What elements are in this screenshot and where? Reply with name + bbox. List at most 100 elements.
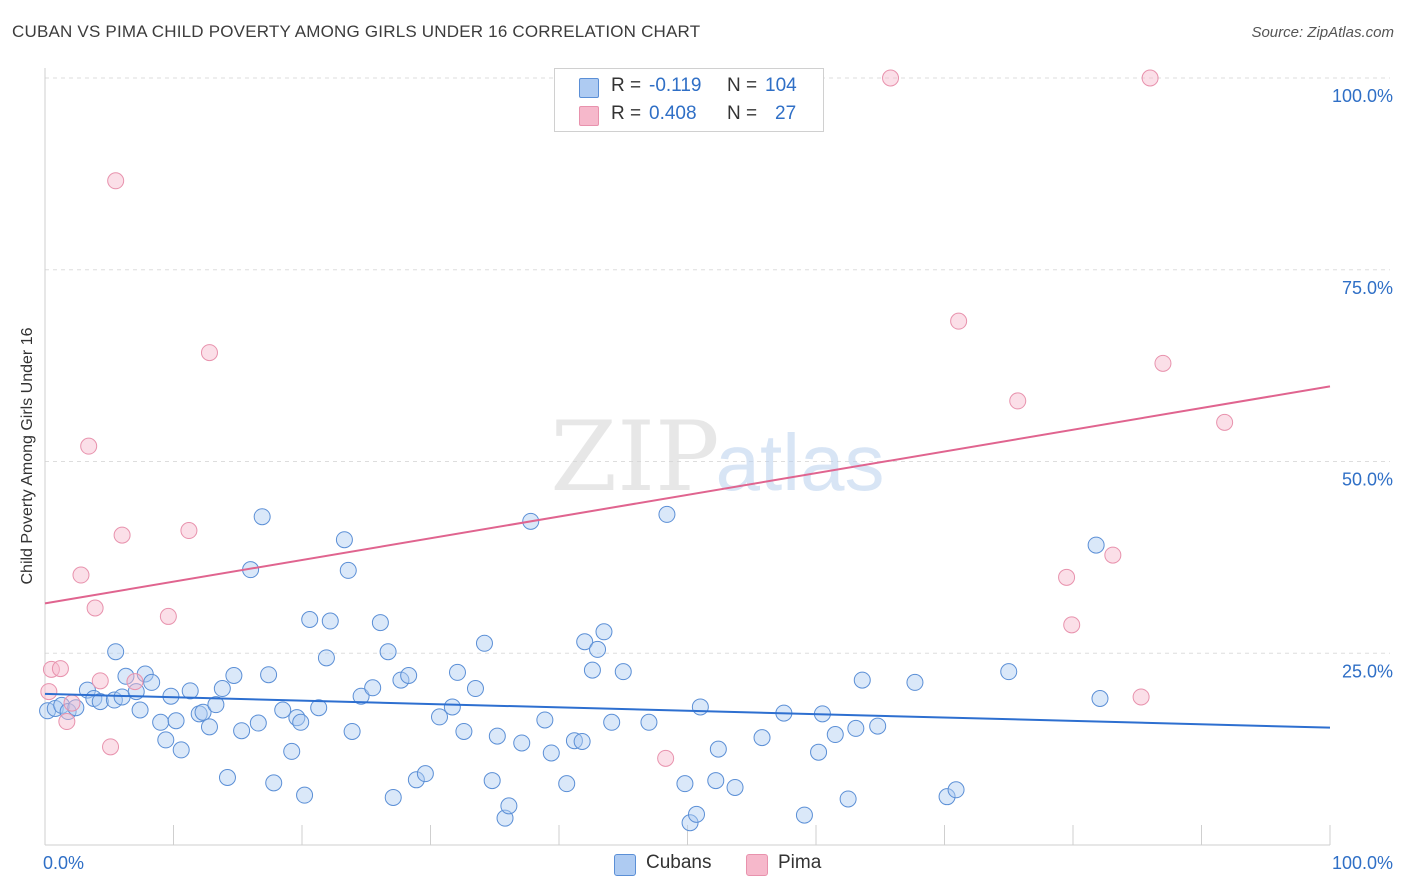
cubans-point [317,649,335,667]
pima-point [91,672,109,690]
pima-point [180,522,198,540]
cubans-point [589,640,607,658]
n-label: N = [727,75,758,96]
cubans-point [595,623,613,641]
cubans-point [131,701,149,719]
r-value: -0.119 [649,75,702,96]
cubans-point [117,667,135,685]
cubans-point [500,797,518,815]
y-tick-label: 75.0% [1342,278,1393,298]
pima-point [950,312,968,330]
cubans-point [400,666,418,684]
cubans-point [853,671,871,689]
cubans-point [225,666,243,684]
pima-point [72,566,90,584]
legend-pima-swatch [746,854,768,876]
pima-point [86,599,104,617]
cubans-point [213,680,231,698]
cubans-point [339,561,357,579]
watermark-zip: ZIP [550,401,719,513]
cubans-point [676,775,694,793]
pima-point [882,69,900,87]
cubans-point [726,778,744,796]
cubans-point [573,732,591,750]
cubans-point [343,722,361,740]
pima-point [1132,688,1150,706]
cubans-point [475,634,493,652]
pima-point [58,713,76,731]
cubans-swatch [579,78,599,98]
cubans-point [558,775,576,793]
cubans-point [1000,663,1018,681]
cubans-point [1087,536,1105,554]
cubans-point [583,661,601,679]
cubans-point [455,722,473,740]
cubans-point [1091,690,1109,708]
cubans-point [249,714,267,732]
cubans-point [335,531,353,549]
cubans-trend-line [44,692,1331,729]
y-tick-label: 50.0% [1342,470,1393,490]
cubans-point [869,717,887,735]
cubans-point [536,711,554,729]
y-tick-label: 25.0% [1342,661,1393,681]
pima-point [102,738,120,756]
legend-pima-label: Pima [778,852,822,873]
cubans-point [172,741,190,759]
cubans-point [416,765,434,783]
cubans-point [152,713,170,731]
pima-point [1058,568,1076,586]
cubans-point [466,680,484,698]
cubans-point [906,673,924,691]
cubans-point [707,772,725,790]
pima-point [63,694,81,712]
watermark-atlas: atlas [716,418,885,507]
cubans-point [681,814,699,832]
n-label: N = [727,103,758,124]
cubans-point [709,740,727,758]
cubans-point [292,713,310,731]
cubans-point [265,774,283,792]
cubans-point [260,666,278,684]
cubans-point [283,742,301,760]
tick-labels: 25.0% 50.0% 75.0% 100.0% 0.0% 100.0% [43,86,1393,873]
cubans-point [379,643,397,661]
x-tick-label: 100.0% [1332,853,1393,873]
cubans-point [352,687,370,705]
cubans-point [194,703,212,721]
pima-point [40,683,58,701]
cubans-point [603,713,621,731]
cubans-point [443,698,461,716]
pima-point [159,607,177,625]
pima-point [1154,354,1172,372]
cubans-point [407,771,425,789]
data-points [39,69,1234,832]
source-label: Source: ZipAtlas.com [1251,24,1394,41]
legend-cubans-label: Cubans [646,852,712,873]
cubans-point [753,729,771,747]
cubans-point [691,698,709,716]
cubans-point [53,696,71,714]
cubans-point [430,708,448,726]
cubans-point [384,788,402,806]
cubans-point [274,701,292,719]
cubans-point [513,734,531,752]
cubans-point [795,806,813,824]
cubans-point [448,663,466,681]
grid-lines [45,77,1390,654]
pima-point [1063,616,1081,634]
cubans-point [321,612,339,630]
cubans-point [167,712,185,730]
pima-point [200,344,218,362]
cubans-point [371,614,389,632]
trend-lines [44,385,1331,729]
pima-point [80,437,98,455]
cubans-point [218,769,236,787]
stats-box: R = -0.119 N = 104 R = 0.408 N = 27 [554,68,824,132]
cubans-point [542,744,560,762]
chart-title: CUBAN VS PIMA CHILD POVERTY AMONG GIRLS … [12,22,701,41]
cubans-point [296,786,314,804]
cubans-point [826,726,844,744]
cubans-point [91,693,109,711]
